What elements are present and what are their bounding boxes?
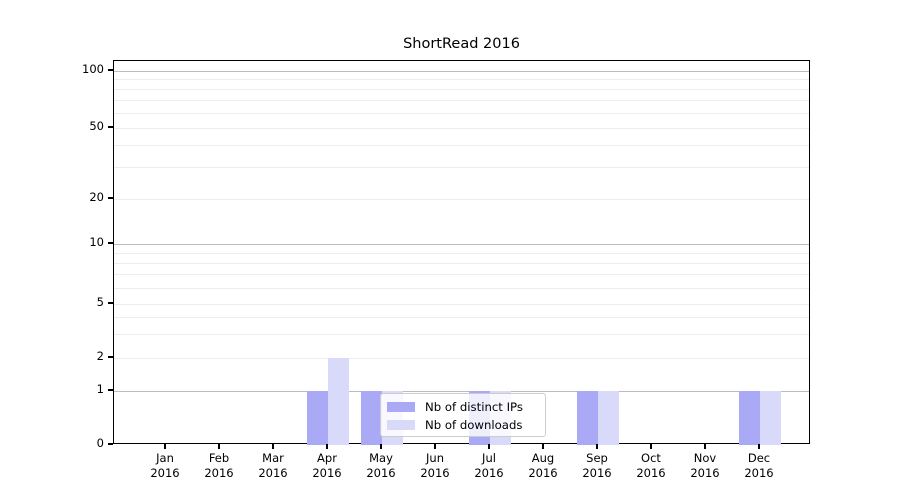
x-tick-label: Aug 2016 (528, 451, 558, 480)
gridline-minor (114, 99, 809, 101)
x-tick-mark (326, 444, 328, 449)
gridline-minor (114, 88, 809, 90)
gridline-minor (114, 112, 809, 114)
x-tick-label: Mar 2016 (258, 451, 288, 480)
y-tick-label: 100 (82, 62, 104, 76)
gridline-major (114, 70, 809, 72)
x-tick-mark (218, 444, 220, 449)
y-tick-label: 0 (96, 436, 104, 450)
gridline-minor (114, 167, 809, 169)
legend-swatch-distinct-ips (387, 402, 415, 412)
gridline-minor (114, 333, 809, 335)
y-tick-label: 2 (96, 349, 104, 363)
x-tick-label: Apr 2016 (312, 451, 342, 480)
gridline-minor (114, 198, 809, 200)
x-tick-mark (380, 444, 382, 449)
y-tick-label: 50 (89, 119, 104, 133)
y-tick-mark (108, 126, 113, 128)
y-tick-label: 5 (96, 295, 104, 309)
legend-label-downloads: Nb of downloads (425, 418, 523, 432)
legend: Nb of distinct IPs Nb of downloads (380, 393, 546, 437)
y-tick-label: 1 (96, 382, 104, 396)
bar-distinct-ips-sep-2016 (577, 391, 598, 445)
legend-item-downloads: Nb of downloads (387, 416, 539, 434)
y-tick-mark (108, 302, 113, 304)
gridline-minor (114, 262, 809, 264)
x-tick-mark (596, 444, 598, 449)
y-tick-mark (108, 389, 113, 391)
bar-downloads-dec-2016 (760, 391, 781, 445)
plot-area: Nb of distinct IPs Nb of downloads (113, 60, 810, 445)
x-tick-label: Oct 2016 (636, 451, 666, 480)
bar-distinct-ips-apr-2016 (307, 391, 328, 445)
x-tick-mark (488, 444, 490, 449)
gridline-minor (114, 79, 809, 81)
x-tick-mark (650, 444, 652, 449)
x-tick-label: Nov 2016 (690, 451, 720, 480)
bar-distinct-ips-dec-2016 (739, 391, 760, 445)
bar-downloads-apr-2016 (328, 358, 349, 445)
gridline-minor (114, 316, 809, 318)
x-tick-mark (758, 444, 760, 449)
gridline-minor (114, 274, 809, 276)
x-tick-label: Feb 2016 (204, 451, 234, 480)
y-tick-label: 10 (89, 235, 104, 249)
y-tick-mark (108, 242, 113, 244)
gridline-major (114, 243, 809, 245)
x-tick-label: Jul 2016 (474, 451, 504, 480)
y-tick-label: 20 (89, 190, 104, 204)
x-tick-mark (164, 444, 166, 449)
x-tick-mark (434, 444, 436, 449)
gridline-minor (114, 127, 809, 129)
x-tick-mark (704, 444, 706, 449)
legend-item-distinct-ips: Nb of distinct IPs (387, 398, 539, 416)
x-tick-label: Dec 2016 (744, 451, 774, 480)
gridline-minor (114, 357, 809, 359)
bar-distinct-ips-may-2016 (361, 391, 382, 445)
bar-downloads-sep-2016 (598, 391, 619, 445)
y-tick-mark (108, 69, 113, 71)
x-tick-label: Jun 2016 (420, 451, 450, 480)
x-tick-label: Sep 2016 (582, 451, 612, 480)
gridline-minor (114, 144, 809, 146)
y-tick-mark (108, 443, 113, 445)
x-tick-label: May 2016 (366, 451, 396, 480)
x-tick-mark (542, 444, 544, 449)
x-tick-mark (272, 444, 274, 449)
legend-label-distinct-ips: Nb of distinct IPs (425, 400, 523, 414)
gridline-minor (114, 252, 809, 254)
gridline-minor (114, 303, 809, 305)
y-tick-mark (108, 197, 113, 199)
chart-title: ShortRead 2016 (403, 36, 520, 52)
x-tick-label: Jan 2016 (150, 451, 180, 480)
legend-swatch-downloads (387, 420, 415, 430)
y-tick-mark (108, 356, 113, 358)
gridline-minor (114, 287, 809, 289)
gridline-major (114, 390, 809, 392)
